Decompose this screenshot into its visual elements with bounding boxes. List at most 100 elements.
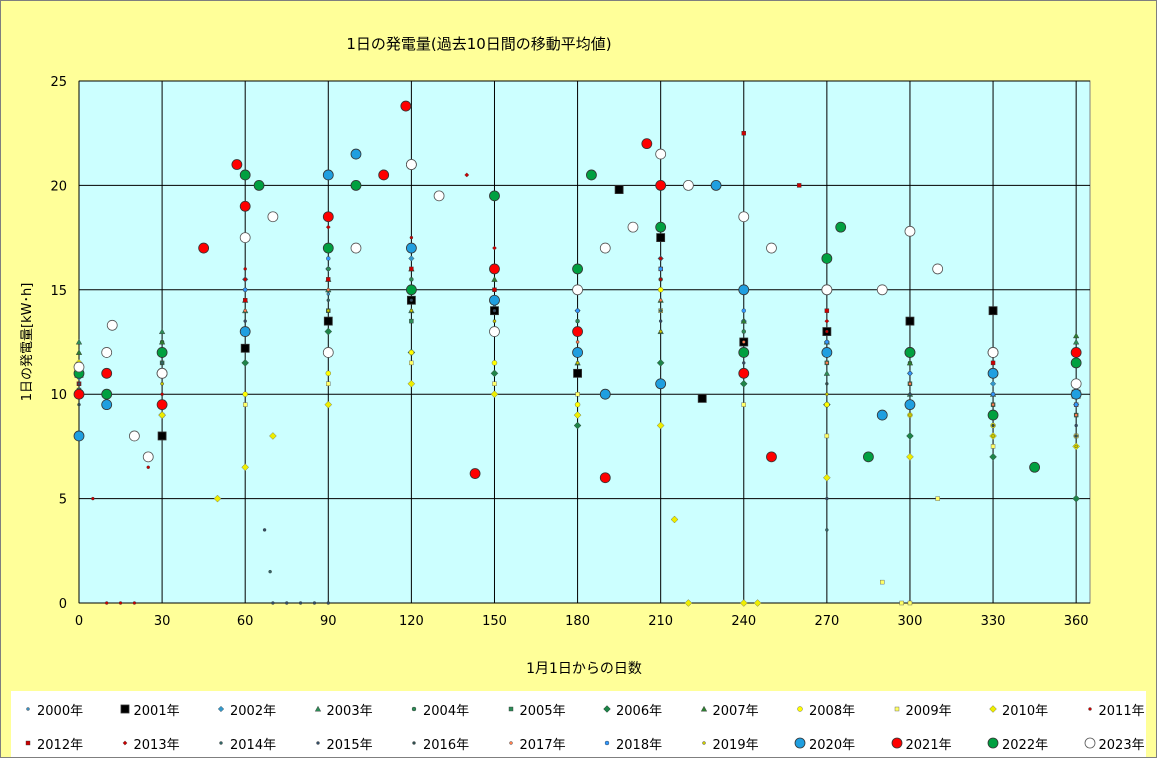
x-tick-label: 0 xyxy=(75,614,83,629)
x-tick-label: 300 xyxy=(898,614,923,629)
legend-marker-shape xyxy=(604,740,610,746)
data-point xyxy=(73,430,85,442)
legend-marker-shape xyxy=(122,740,127,746)
data-point xyxy=(77,402,81,407)
data-point xyxy=(1070,357,1082,369)
data-point xyxy=(128,430,140,442)
data-point xyxy=(160,392,164,396)
legend-marker-shape xyxy=(797,706,803,712)
legend-marker-shape xyxy=(217,705,225,713)
data-point xyxy=(239,326,251,337)
legend-marker-shape xyxy=(700,705,707,712)
legend-marker xyxy=(603,705,611,713)
data-point xyxy=(990,360,996,366)
data-point xyxy=(253,179,265,191)
data-point xyxy=(101,399,113,411)
data-point xyxy=(400,100,412,112)
data-point xyxy=(326,277,331,282)
legend-marker xyxy=(508,706,513,712)
y-axis-label: 1日の発電量[kW･h] xyxy=(20,283,35,402)
data-point xyxy=(738,347,750,358)
data-point xyxy=(658,298,663,302)
data-point xyxy=(75,349,83,355)
legend-label: 2023年 xyxy=(1098,737,1145,753)
data-point xyxy=(326,288,330,292)
legend-label: 2009年 xyxy=(905,703,952,719)
data-point xyxy=(880,579,885,585)
data-point xyxy=(492,308,497,313)
legend-marker-shape xyxy=(25,740,31,746)
legend-marker xyxy=(217,705,225,713)
data-point xyxy=(271,601,275,605)
data-point xyxy=(405,284,417,296)
data-point xyxy=(614,185,624,194)
legend-item: 2017年 xyxy=(504,733,566,753)
legend-marker xyxy=(1084,737,1095,749)
data-point xyxy=(835,221,847,233)
data-point xyxy=(409,308,414,313)
legend-marker-shape xyxy=(701,741,706,745)
legend-item: 2013年 xyxy=(118,733,180,753)
data-point xyxy=(239,200,251,212)
data-point xyxy=(156,367,168,379)
data-point xyxy=(142,451,154,463)
data-point xyxy=(907,371,913,376)
data-point xyxy=(491,360,498,366)
x-tick-label: 180 xyxy=(565,614,590,629)
legend-marker xyxy=(508,741,513,745)
data-point xyxy=(326,308,330,313)
data-point xyxy=(75,338,83,345)
data-point xyxy=(825,528,829,532)
data-point xyxy=(156,347,168,358)
data-point xyxy=(987,347,999,358)
data-point xyxy=(101,347,113,358)
legend-marker xyxy=(219,741,223,745)
legend-marker xyxy=(700,705,707,712)
data-point xyxy=(575,308,580,313)
data-point xyxy=(796,183,802,188)
legend-marker-shape xyxy=(891,737,902,749)
legend-label: 2004年 xyxy=(423,703,470,719)
data-point xyxy=(825,392,829,396)
data-point xyxy=(326,601,330,605)
data-point xyxy=(682,179,694,191)
legend-marker-shape xyxy=(794,737,806,749)
data-point xyxy=(825,496,829,501)
legend-item: 2006年 xyxy=(600,699,662,719)
data-point xyxy=(146,465,150,469)
data-point xyxy=(658,277,663,282)
data-point xyxy=(73,388,85,400)
legend: 2000年 2001年 2002年 2003年 2004年 2005年 2006年 2007年… xyxy=(11,691,1146,757)
legend-marker xyxy=(989,705,997,713)
data-point xyxy=(104,601,109,605)
data-point xyxy=(489,263,500,275)
y-tick-label: 0 xyxy=(59,597,67,612)
data-point xyxy=(908,382,912,386)
data-point xyxy=(1072,494,1080,503)
data-point xyxy=(242,298,248,303)
data-point xyxy=(325,224,331,230)
data-point xyxy=(599,242,611,254)
data-point xyxy=(904,399,916,411)
data-point xyxy=(989,453,997,461)
data-point xyxy=(492,381,497,386)
data-point xyxy=(326,266,331,272)
legend-label: 2019年 xyxy=(712,737,759,753)
data-point xyxy=(989,380,997,387)
legend-marker xyxy=(891,737,902,749)
data-point xyxy=(1029,461,1041,473)
legend-item: 2003年 xyxy=(311,699,373,719)
data-point xyxy=(824,339,830,345)
y-tick-label: 25 xyxy=(50,75,67,90)
data-point xyxy=(160,382,164,386)
data-point xyxy=(824,318,830,324)
legend-label: 2022年 xyxy=(1002,737,1049,753)
data-point xyxy=(322,242,334,254)
legend-item: 2021年 xyxy=(890,733,952,753)
legend-item: 2008年 xyxy=(793,699,855,719)
data-point xyxy=(1074,423,1078,428)
data-point xyxy=(489,294,500,306)
data-point xyxy=(158,411,166,419)
data-point xyxy=(574,401,581,408)
data-point xyxy=(322,347,334,358)
